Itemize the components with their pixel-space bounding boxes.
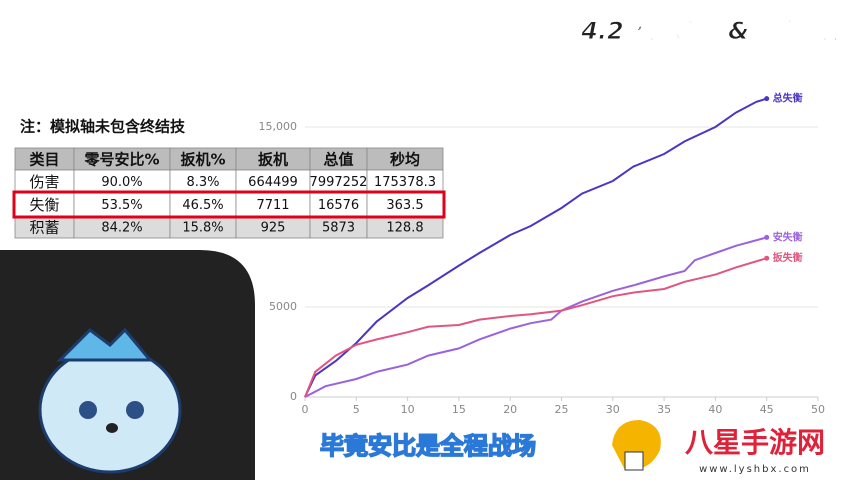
caption: 毕竟安比是全程战场 bbox=[320, 432, 536, 460]
table-header: 类目 bbox=[29, 151, 59, 169]
table-text: 16576 bbox=[318, 198, 359, 213]
mascot bbox=[38, 327, 182, 474]
series-line bbox=[304, 97, 767, 398]
x-tick-label: 15 bbox=[452, 403, 466, 416]
row-highlight bbox=[12, 190, 446, 219]
table-text: 8.3% bbox=[186, 175, 219, 190]
x-tick-label: 35 bbox=[657, 403, 671, 416]
x-tick-label: 0 bbox=[302, 403, 309, 416]
table-text: 128.8 bbox=[386, 221, 423, 236]
table-text: 175378.3 bbox=[374, 175, 436, 190]
series-label: 安失衡 bbox=[773, 230, 803, 243]
table-text: 7997252 bbox=[310, 175, 368, 190]
watermark-url: www.lyshbx.com bbox=[699, 464, 811, 475]
table-text: 84.2% bbox=[101, 221, 142, 236]
table-header: 扳机 bbox=[258, 151, 288, 169]
table-text: 7711 bbox=[256, 198, 289, 213]
series-label: 扳失衡 bbox=[773, 251, 803, 264]
table-text: 925 bbox=[261, 221, 286, 236]
y-tick-label: 0 bbox=[290, 390, 297, 403]
series-line bbox=[304, 236, 767, 398]
x-tick-label: 45 bbox=[760, 403, 774, 416]
series-line bbox=[304, 257, 767, 398]
y-tick-label: 5000 bbox=[269, 300, 297, 313]
table-text: 363.5 bbox=[386, 198, 423, 213]
note: 注：模拟轴未包含终结技 bbox=[20, 118, 186, 136]
watermark-name: 八星手游网 bbox=[685, 426, 825, 459]
y-tick-label: 15,000 bbox=[259, 120, 298, 133]
table-text: 90.0% bbox=[101, 175, 142, 190]
chart-panel bbox=[255, 60, 845, 420]
x-tick-label: 10 bbox=[401, 403, 415, 416]
table-text: 失衡 bbox=[29, 196, 59, 214]
x-tick-label: 40 bbox=[708, 403, 722, 416]
table-text: 664499 bbox=[248, 175, 298, 190]
x-tick-label: 30 bbox=[606, 403, 620, 416]
table-header: 秒均 bbox=[390, 151, 420, 169]
table-header: 总值 bbox=[323, 151, 353, 169]
table-header: 扳机% bbox=[180, 151, 225, 169]
x-tick-label: 5 bbox=[353, 403, 360, 416]
series-label: 总失衡 bbox=[773, 92, 803, 105]
table-text: 积蓄 bbox=[29, 219, 59, 237]
line-end bbox=[764, 234, 770, 240]
table-text: 15.8% bbox=[182, 221, 223, 236]
line-end bbox=[764, 96, 770, 102]
logo bbox=[612, 420, 661, 471]
x-tick-label: 50 bbox=[811, 403, 825, 416]
x-tick-label: 20 bbox=[503, 403, 517, 416]
table-text: 46.5% bbox=[182, 198, 223, 213]
line-end bbox=[764, 255, 770, 261]
table-text: 53.5% bbox=[101, 198, 142, 213]
x-tick-label: 25 bbox=[555, 403, 569, 416]
table-text: 伤害 bbox=[29, 173, 59, 191]
page-title: 4.2 模拟计算&伤害占比 bbox=[580, 17, 848, 45]
table-text: 5873 bbox=[322, 221, 355, 236]
table-header: 零号安比% bbox=[83, 151, 159, 169]
